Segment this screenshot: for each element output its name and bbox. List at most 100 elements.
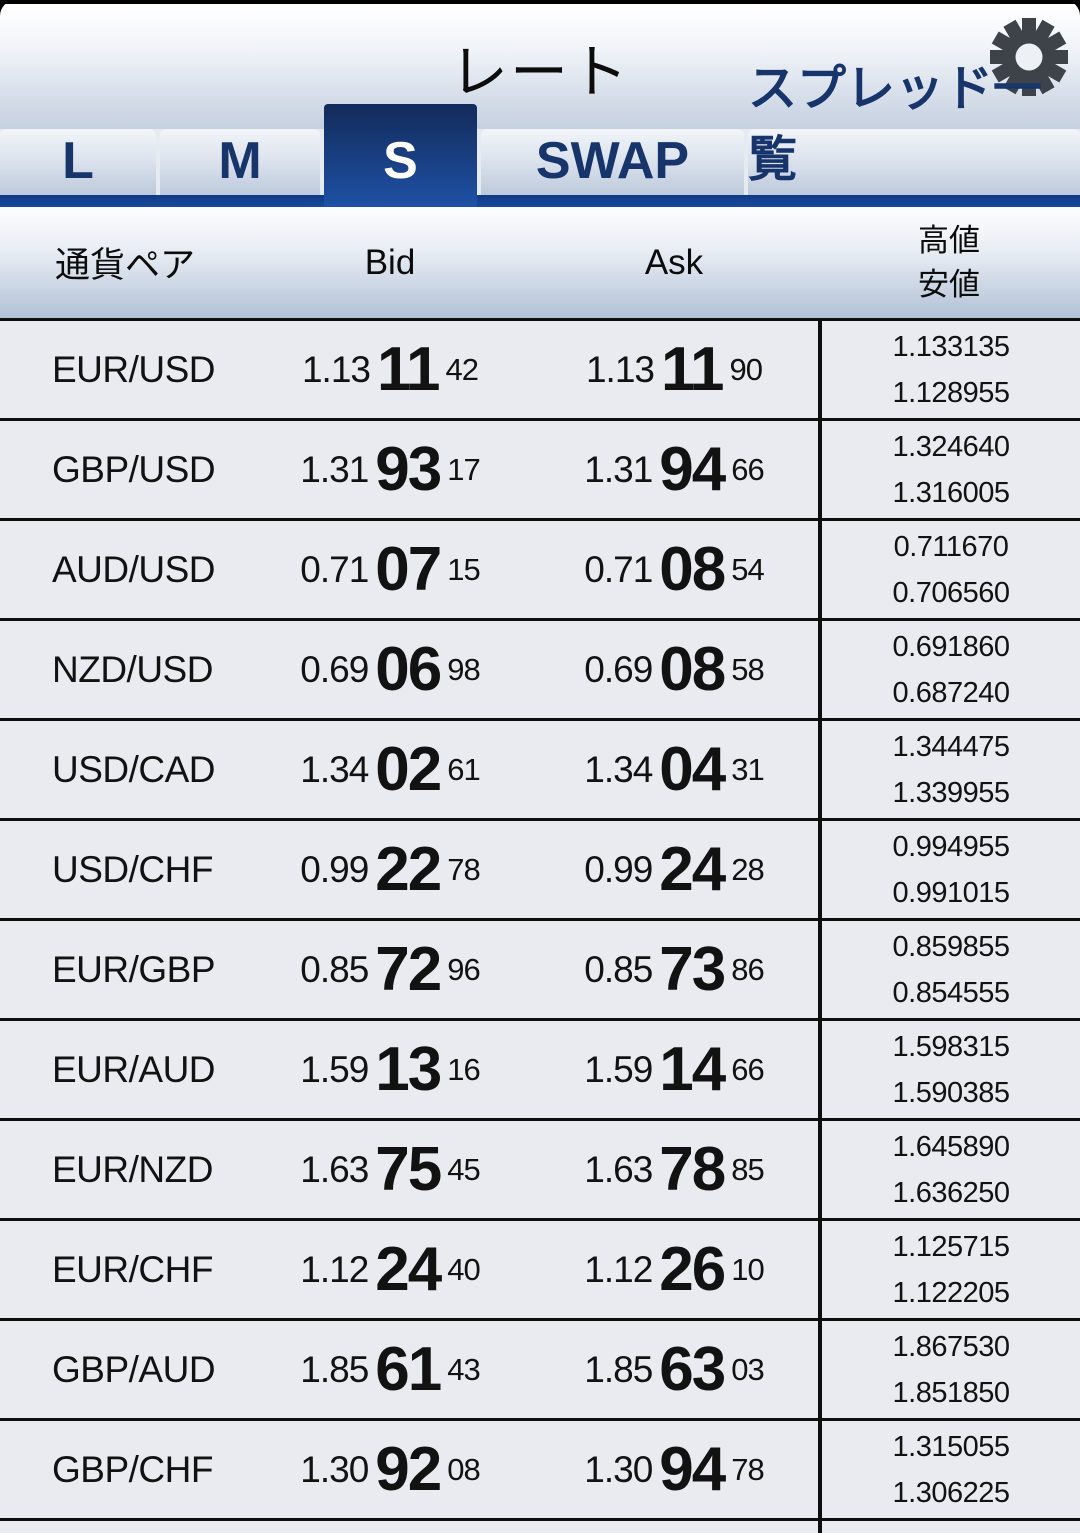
high-low-values: 1.867530 1.851850 [818,1321,1080,1418]
ask-pips-digits: 08 [659,635,726,704]
tab-m[interactable]: M [160,129,320,195]
bid-tail-digits: 45 [447,1152,480,1187]
low-value: 0.706560 [892,576,1010,609]
ask-price[interactable]: 1.63 78 85 [530,1121,818,1218]
table-row[interactable]: EUR/GBP 0.85 72 96 0.85 73 86 0.859855 0… [0,918,1080,1018]
ask-price[interactable]: 1.59 14 66 [530,1021,818,1118]
high-value: 0.859855 [892,930,1010,963]
bid-price[interactable]: 1.59 13 16 [250,1021,530,1118]
low-value: 0.687240 [892,676,1010,709]
ask-pips-digits: 11 [660,335,725,404]
currency-pair-label: EUR/USD [52,348,216,390]
high-value: 1.125715 [892,1230,1010,1263]
settings-button[interactable] [988,16,1070,98]
table-row[interactable]: USD/CAD 1.34 02 61 1.34 04 31 1.344475 1… [0,718,1080,818]
ask-price[interactable]: 1.34 04 31 [530,721,818,818]
table-row[interactable]: EUR/CHF 1.12 24 40 1.12 26 10 1.125715 1… [0,1218,1080,1318]
tab-bar: L M S SWAP スプレッド一覧 [0,62,1080,207]
bid-tail-digits: 98 [447,652,480,687]
table-header: 通貨ペア Bid Ask 高値 安値 [0,207,1080,318]
table-row[interactable]: AUD/USD 0.71 07 15 0.71 08 54 0.711670 0… [0,518,1080,618]
high-low-values: 0.859855 0.854555 [818,921,1080,1018]
table-row[interactable]: NZD/USD 0.69 06 98 0.69 08 58 0.691860 0… [0,618,1080,718]
high-low-values: 0.691860 0.687240 [818,621,1080,718]
bid-price[interactable]: 1.63 75 45 [250,1121,530,1218]
ask-tail-digits: 28 [731,852,764,887]
table-row[interactable]: EUR/USD 1.13 11 42 1.13 11 90 1.133135 1… [0,318,1080,418]
ask-price[interactable]: 1.31 94 66 [530,421,818,518]
bid-pips-digits: 13 [375,1035,442,1104]
tab-s-active[interactable]: S [324,104,477,207]
bid-lead-digits: 0.71 [300,549,369,590]
ask-price[interactable]: 1.13 11 90 [530,321,818,418]
top-edge-strip [0,0,1080,4]
active-tab-underline [0,195,1080,207]
ask-price[interactable]: 0.85 73 86 [530,921,818,1018]
bid-price[interactable]: 0.69 06 98 [250,621,530,718]
gear-icon [988,18,1070,101]
ask-price[interactable]: 1.12 26 10 [530,1221,818,1318]
bid-price[interactable]: 1.30 92 08 [250,1421,530,1518]
bid-tail-digits: 96 [447,952,480,987]
bid-lead-digits: 1.63 [300,1149,369,1190]
ask-tail-digits: 86 [731,952,764,987]
currency-pair-label: USD/CHF [52,848,213,890]
ask-pips-digits: 24 [659,835,726,904]
bid-price[interactable]: 0.99 22 78 [250,821,530,918]
bid-pips-digits: 11 [376,335,441,404]
column-header-high: 高値 [918,222,980,258]
table-row[interactable]: GBP/AUD 1.85 61 43 1.85 63 03 1.867530 1… [0,1318,1080,1418]
bid-price[interactable]: 1.12 24 40 [250,1221,530,1318]
ask-lead-digits: 1.34 [584,749,653,790]
ask-lead-digits: 1.12 [584,1249,653,1290]
bid-price[interactable]: 1.13 11 42 [250,321,530,418]
ask-tail-digits: 90 [729,352,763,387]
ask-tail-digits: 66 [731,1052,764,1087]
bid-pips-digits: 72 [375,935,442,1004]
table-row[interactable]: GBP/CHF 1.30 92 08 1.30 94 78 1.315055 1… [0,1418,1080,1518]
bid-price[interactable]: 1.85 61 43 [250,1321,530,1418]
tab-l[interactable]: L [0,129,156,195]
bid-price[interactable]: 1.34 02 61 [250,721,530,818]
high-low-values: 1.344475 1.339955 [818,721,1080,818]
high-value: 1.598315 [892,1030,1010,1063]
ask-lead-digits: 0.99 [584,849,653,890]
bid-tail-digits: 61 [447,752,480,787]
bid-price[interactable]: 0.71 07 15 [250,521,530,618]
table-row[interactable]: USD/CHF 0.99 22 78 0.99 24 28 0.994955 0… [0,818,1080,918]
high-value: 1.867530 [892,1330,1010,1363]
bid-tail-digits: 42 [445,352,479,387]
page-title: レート [449,39,630,105]
tab-spread-list[interactable]: スプレッド一覧 [748,62,1080,195]
bid-tail-digits: 08 [447,1452,480,1487]
ask-lead-digits: 1.30 [584,1449,653,1490]
table-row[interactable]: EUR/NZD 1.63 75 45 1.63 78 85 1.645890 1… [0,1118,1080,1218]
high-low-values: 1.645890 1.636250 [818,1121,1080,1218]
ask-tail-digits: 58 [731,652,764,687]
ask-tail-digits: 78 [731,1452,764,1487]
bid-pips-digits: 06 [375,635,442,704]
table-row[interactable]: EUR/AUD 1.59 13 16 1.59 14 66 1.598315 1… [0,1018,1080,1118]
tab-swap[interactable]: SWAP [481,129,744,195]
column-header-bid: Bid [364,242,416,282]
ask-price[interactable]: 0.99 24 28 [530,821,818,918]
ask-price[interactable]: 0.69 08 58 [530,621,818,718]
ask-lead-digits: 0.71 [584,549,653,590]
currency-pair-label: USD/CAD [52,748,216,790]
bid-price[interactable]: 0.85 72 96 [250,921,530,1018]
high-low-values: 0.711670 0.706560 [818,521,1080,618]
high-value: 0.691860 [892,630,1010,663]
ask-price[interactable]: 1.30 94 78 [530,1421,818,1518]
low-value: 1.128955 [892,376,1010,409]
bid-lead-digits: 1.85 [300,1349,369,1390]
low-value: 1.590385 [892,1076,1010,1109]
bid-tail-digits: 78 [447,852,480,887]
ask-price[interactable]: 1.85 63 03 [530,1321,818,1418]
ask-lead-digits: 1.59 [584,1049,653,1090]
low-value: 1.316005 [892,476,1010,509]
ask-price[interactable]: 0.71 08 54 [530,521,818,618]
column-header-low: 安値 [918,266,980,302]
low-value: 0.991015 [892,876,1010,909]
bid-price[interactable]: 1.31 93 17 [250,421,530,518]
table-row[interactable]: GBP/USD 1.31 93 17 1.31 94 66 1.324640 1… [0,418,1080,518]
